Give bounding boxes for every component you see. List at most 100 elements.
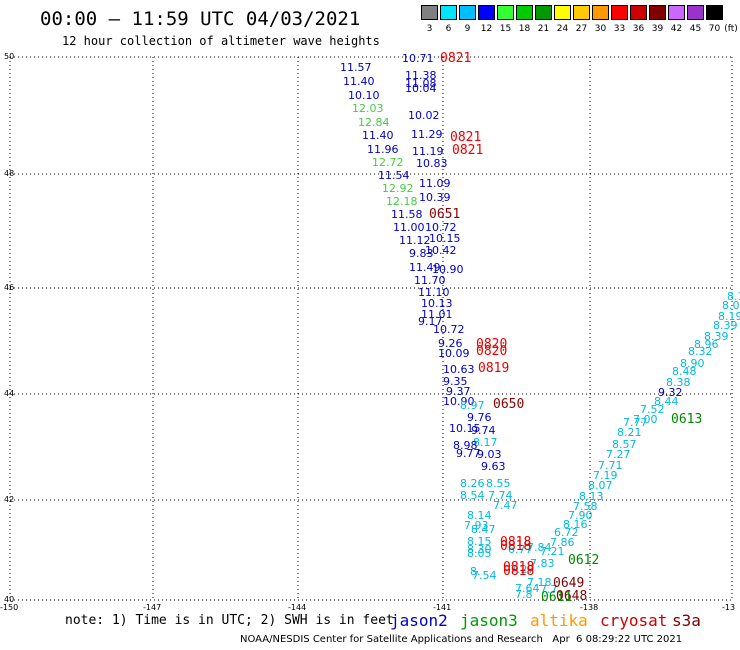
wave-height-value: 8.15 <box>467 535 492 548</box>
wave-height-value: 12.03 <box>352 102 384 115</box>
wave-height-value: 9.32 <box>658 386 683 399</box>
color-swatch <box>497 5 514 20</box>
wave-height-value: 11.12 <box>399 234 431 247</box>
pass-time-label: 0820 <box>476 337 508 352</box>
wave-height-value: 7.27 <box>510 563 535 576</box>
color-swatch <box>592 5 609 20</box>
pass-time-label: 0818 <box>503 560 535 575</box>
wave-height-value: 9.35 <box>443 375 468 388</box>
color-scale-label: 12 <box>480 24 493 34</box>
wave-height-value: 7.27 <box>606 448 631 461</box>
wave-height-value: 8.57 <box>612 438 637 451</box>
wave-height-value: 7.93 <box>464 519 489 532</box>
color-swatch <box>706 5 723 20</box>
wave-height-value: 8.16 <box>563 518 588 531</box>
color-swatch <box>668 5 685 20</box>
wave-height-value: 9.37 <box>446 385 471 398</box>
wave-height-value: 8.30 <box>467 543 492 556</box>
wave-height-value: 9.63 <box>481 460 506 473</box>
wave-height-value: 12.72 <box>372 156 404 169</box>
color-scale-label: 3 <box>426 24 433 34</box>
wave-height-value: 8.97 <box>460 399 485 412</box>
wave-height-value: 7.00 <box>633 413 658 426</box>
wave-height-value: 10.63 <box>443 363 475 376</box>
pass-time-label: 0821 <box>452 143 484 158</box>
latitude-label: 46 <box>4 283 15 292</box>
wave-height-value: 10.15 <box>429 232 461 245</box>
longitude-label: -147 <box>143 603 162 612</box>
pass-time-label: 0650 <box>493 397 525 412</box>
wave-height-value: 8.05 <box>722 299 740 312</box>
wave-height-value: 10.90 <box>432 263 464 276</box>
wave-height-value: 8.44 <box>654 395 679 408</box>
wave-height-value: 8.47 <box>471 523 496 536</box>
color-scale-label: 21 <box>537 24 550 34</box>
pass-time-label: 0818 <box>500 535 532 550</box>
wave-height-value: 7.47 <box>493 499 518 512</box>
pass-time-label: 0648 <box>556 589 588 604</box>
wave-height-value: 8.39 <box>713 319 738 332</box>
latitude-label: 50 <box>4 52 15 61</box>
wave-height-value: 8.07 <box>588 479 613 492</box>
wave-height-value: 7.19 <box>593 469 618 482</box>
wave-height-value: 10.15 <box>449 422 481 435</box>
legend-s3a: s3a <box>672 611 701 630</box>
wave-height-value: 10.09 <box>438 347 470 360</box>
wave-height-value: 7.64 <box>515 582 540 595</box>
wave-height-value: 9.26 <box>438 337 463 350</box>
wave-height-value: 10.02 <box>408 109 440 122</box>
wave-height-value: 10.13 <box>421 297 453 310</box>
wave-height-value: 9.03 <box>477 448 502 461</box>
color-swatch <box>421 5 438 20</box>
wave-height-value: 7.84 <box>527 541 552 554</box>
color-scale-label: 30 <box>594 24 607 34</box>
wave-height-value: 11.29 <box>411 128 443 141</box>
pass-time-label: 0821 <box>450 130 482 145</box>
wave-height-value: 8.13 <box>579 490 604 503</box>
wave-height-value: 7.90 <box>568 509 593 522</box>
wave-height-value: 6.77 <box>508 543 533 556</box>
color-swatch <box>440 5 457 20</box>
color-scale-label: 18 <box>518 24 531 34</box>
wave-height-value: 10.83 <box>416 157 448 170</box>
wave-height-value: 7.71 <box>598 459 623 472</box>
wave-height-value: 11.70 <box>414 274 446 287</box>
wave-height-value: 8.48 <box>672 365 697 378</box>
wave-height-value: 8.05 <box>467 547 492 560</box>
color-scale-label: 6 <box>445 24 452 34</box>
color-scale-label: 9 <box>464 24 471 34</box>
wave-height-value: 7.54 <box>472 569 497 582</box>
pass-time-label: 0613 <box>671 412 703 427</box>
wave-height-value: 8.17 <box>473 436 498 449</box>
wave-height-value: 7.58 <box>573 500 598 513</box>
wave-height-value: 8.26 <box>460 477 485 490</box>
note-text: note: 1) Time is in UTC; 2) SWH is in fe… <box>65 613 394 628</box>
wave-height-value: 11.01 <box>421 308 453 321</box>
wave-height-value: 7.7 <box>540 583 558 596</box>
wave-height-value: 8.54 <box>460 489 485 502</box>
pass-time-label: 0651 <box>429 207 461 222</box>
wave-height-value: 12.84 <box>358 116 390 129</box>
color-swatch <box>630 5 647 20</box>
wave-height-value: 6.72 <box>554 526 579 539</box>
wave-height-value: 10.90 <box>443 395 475 408</box>
wave-height-value: 11.96 <box>367 143 399 156</box>
wave-height-value: 7.52 <box>640 403 665 416</box>
wave-height-value: 7.74 <box>488 489 513 502</box>
pass-time-label: 0649 <box>553 576 585 591</box>
wave-height-value: 9.74 <box>471 424 496 437</box>
wave-height-value: 12.92 <box>382 182 414 195</box>
legend-jason3: jason3 <box>460 611 518 630</box>
pass-time-label: 0818 <box>503 564 535 579</box>
wave-height-value: 8.32 <box>688 345 713 358</box>
wave-height-value: 11.49 <box>409 261 441 274</box>
pass-time-label: 0818 <box>500 539 532 554</box>
longitude-label: -141 <box>433 603 452 612</box>
longitude-label: -13 <box>722 603 736 612</box>
map-title: 00:00 — 11:59 UTC 04/03/2021 <box>40 8 361 30</box>
color-swatch <box>516 5 533 20</box>
wave-height-value: 7.86 <box>550 536 575 549</box>
credit-line: NOAA/NESDIS Center for Satellite Applica… <box>240 634 683 645</box>
longitude-label: -144 <box>288 603 307 612</box>
